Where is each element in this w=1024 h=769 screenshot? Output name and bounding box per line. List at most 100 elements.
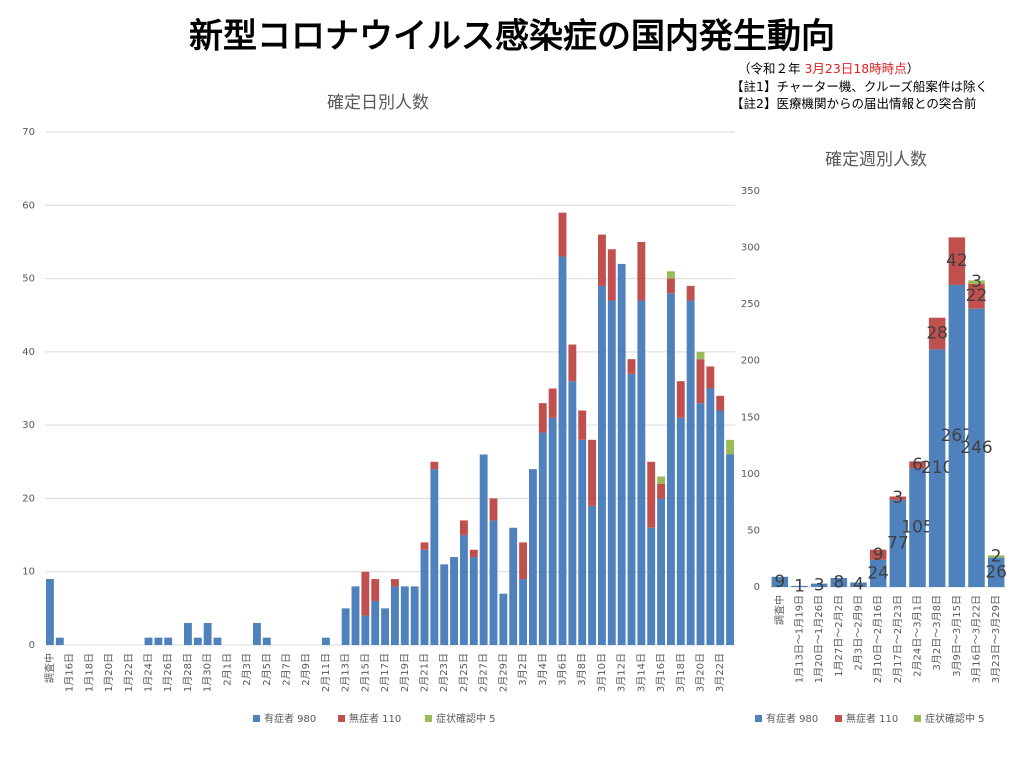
bar-segment: [666, 271, 675, 279]
bar-segment: [558, 256, 567, 645]
x-tick-label: 2月27日: [478, 653, 490, 692]
bar-segment: [686, 285, 695, 301]
bar-segment: [869, 559, 887, 587]
note: 【註1】チャーター機、クルーズ船案件は除く: [731, 79, 988, 94]
bar-segment: [696, 359, 705, 404]
x-tick-label: 2月24日～3月1日: [912, 595, 924, 677]
x-tick-label: 3月16日: [655, 653, 667, 692]
data-label: 3: [892, 488, 903, 508]
legend-label: 症状確認中 5: [436, 712, 496, 725]
chart-title: 確定週別人数: [825, 150, 927, 170]
x-tick-label: 3月2日: [517, 653, 529, 686]
chart-title: 確定日別人数: [327, 93, 429, 113]
bar-segment: [361, 615, 370, 645]
y-tick-label: 40: [22, 347, 35, 358]
legend-label: 無症者 110: [349, 712, 401, 725]
data-label: 22: [966, 286, 988, 306]
legend-swatch: [425, 715, 432, 722]
data-label: 1: [794, 576, 805, 596]
bar-segment: [479, 454, 488, 645]
bar-segment: [948, 237, 966, 285]
x-tick-label: 2月1日: [221, 653, 233, 686]
x-tick-label: 2月10日～2月16日: [872, 595, 884, 683]
y-tick-label: 60: [22, 200, 35, 211]
bar-segment: [771, 576, 789, 587]
bar-segment: [588, 505, 597, 645]
x-tick-label: 3月22日: [714, 653, 726, 692]
x-tick-label: 3月8日: [576, 653, 588, 686]
bar-segment: [371, 601, 380, 645]
bar-segment: [262, 637, 271, 645]
note-part: （令和２年: [738, 61, 804, 76]
bar-segment: [928, 317, 946, 350]
bar-segment: [469, 549, 478, 558]
x-tick-label: 2月3日～2月9日: [853, 595, 865, 670]
x-tick-label: 2月15日: [359, 653, 371, 692]
bar-segment: [252, 623, 261, 645]
note: 【註2】医療機関からの届出情報との突合前: [731, 96, 976, 111]
bar-segment: [987, 555, 1005, 558]
bar-segment: [390, 586, 399, 645]
bar-segment: [410, 586, 419, 645]
data-label: 267: [941, 426, 973, 446]
bar-segment: [716, 410, 725, 645]
bar-segment: [657, 483, 666, 499]
bar-segment: [676, 381, 685, 418]
bar-segment: [164, 637, 173, 645]
legend-label: 有症者 980: [264, 712, 316, 725]
bar-segment: [420, 542, 429, 550]
bar-segment: [647, 527, 656, 645]
bar-segment: [361, 571, 370, 616]
legend-swatch: [755, 715, 762, 722]
bar-segment: [597, 234, 606, 286]
bar-segment: [810, 583, 828, 587]
x-tick-label: 1月20日～1月26日: [813, 595, 825, 683]
x-tick-label: 3月2日～3月8日: [931, 595, 943, 670]
x-tick-label: 2月23日: [438, 653, 450, 692]
bar-segment: [450, 557, 459, 645]
bar-segment: [568, 344, 577, 382]
bar-segment: [791, 585, 808, 587]
x-tick-label: 2月21日: [419, 653, 431, 692]
legend-swatch: [914, 715, 921, 722]
bar-segment: [909, 468, 926, 587]
bar-segment: [578, 410, 587, 440]
x-tick-label: 調査中: [773, 595, 786, 625]
x-tick-label: 1月16日: [64, 653, 76, 692]
bar-segment: [459, 520, 468, 536]
bar-segment: [469, 557, 478, 645]
bar-segment: [627, 359, 636, 374]
x-tick-label: 1月20日: [103, 653, 115, 692]
bar-segment: [193, 637, 202, 645]
legend-label: 無症者 110: [846, 712, 898, 725]
x-tick-label: 2月13日: [340, 653, 352, 692]
bar-segment: [597, 285, 606, 645]
bar-segment: [509, 527, 518, 645]
bar-segment: [696, 403, 705, 645]
y-tick-label: 70: [22, 127, 35, 138]
bar-segment: [499, 593, 508, 645]
y-tick-label: 200: [741, 356, 760, 367]
bar-segment: [381, 608, 390, 645]
y-tick-label: 350: [741, 186, 760, 197]
data-label: 77: [887, 533, 909, 553]
legend-swatch: [835, 715, 842, 722]
data-label: 3: [971, 272, 982, 292]
bar-segment: [889, 496, 907, 500]
x-tick-label: 2月7日: [281, 653, 293, 686]
bar-segment: [489, 498, 498, 521]
bar-segment: [716, 395, 725, 411]
page-title: 新型コロナウイルス感染症の国内発生動向: [189, 17, 835, 57]
bar-segment: [341, 608, 350, 645]
bar-segment: [607, 300, 616, 645]
bar-segment: [676, 417, 685, 645]
bar-segment: [869, 549, 887, 560]
data-label: 9: [774, 572, 785, 592]
bar-segment: [519, 579, 528, 645]
bar-segment: [617, 263, 626, 645]
bar-segment: [987, 557, 1005, 587]
bar-segment: [948, 284, 966, 587]
bar-segment: [321, 637, 330, 645]
x-tick-label: 3月14日: [635, 653, 647, 692]
